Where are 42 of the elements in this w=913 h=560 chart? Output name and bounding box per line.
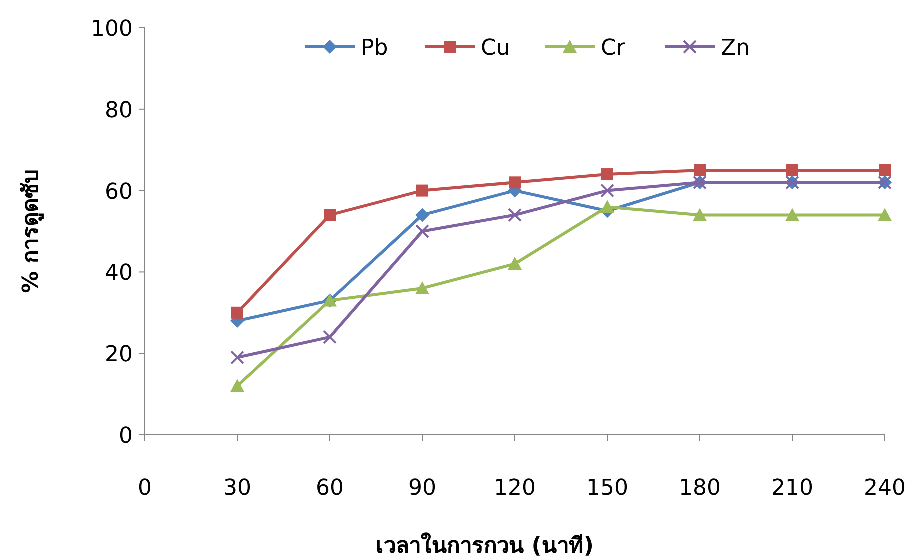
legend-label: Cu	[481, 36, 510, 61]
x-tick-label: 180	[679, 476, 721, 501]
legend-label: Pb	[361, 36, 388, 61]
y-tick-label: 100	[91, 17, 133, 42]
x-tick-label: 30	[224, 476, 252, 501]
point	[602, 168, 614, 181]
point	[879, 164, 891, 176]
x-tick-label: 120	[494, 476, 536, 501]
point	[786, 208, 800, 222]
y-tick-label: 60	[105, 180, 133, 205]
point	[324, 209, 336, 222]
x-tick-label: 240	[864, 476, 906, 501]
point	[232, 306, 244, 319]
point	[323, 330, 337, 344]
legend-label: Zn	[721, 36, 750, 61]
x-tick-label: 150	[586, 476, 628, 501]
x-tick-label: 0	[138, 476, 152, 501]
x-axis-title: เวลาในการกวน (นาที)	[376, 532, 594, 559]
y-tick-label: 80	[105, 98, 133, 124]
point	[694, 164, 706, 176]
y-tick-label: 0	[119, 424, 133, 449]
y-tick-label: 40	[105, 261, 133, 286]
point	[509, 176, 521, 189]
point	[416, 208, 430, 222]
point	[600, 200, 614, 214]
point	[786, 164, 798, 176]
point	[508, 208, 522, 222]
x-tick-label: 60	[316, 476, 344, 501]
y-tick-label: 20	[105, 342, 133, 368]
point	[693, 208, 707, 222]
x-tick-label: 210	[772, 476, 814, 501]
legend-label: Cr	[601, 36, 626, 61]
point	[878, 208, 892, 222]
point	[508, 257, 522, 270]
point	[416, 184, 428, 197]
point	[230, 379, 244, 392]
point	[600, 184, 614, 198]
point	[230, 350, 244, 365]
x-tick-label: 90	[408, 476, 436, 501]
point	[416, 224, 430, 238]
y-axis-title: % การดูดซับ	[19, 170, 45, 294]
point	[416, 281, 430, 294]
